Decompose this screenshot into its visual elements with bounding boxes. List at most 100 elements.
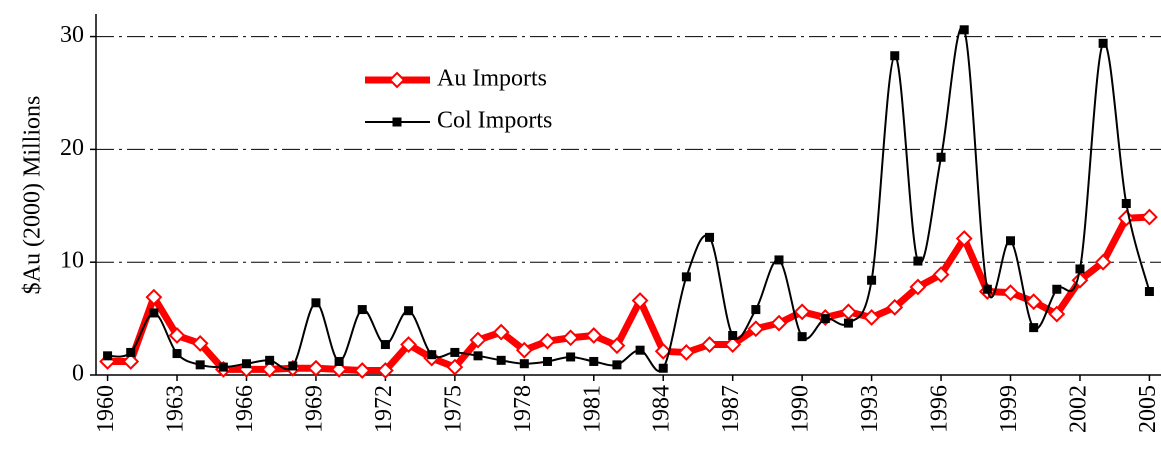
point xyxy=(376,362,394,379)
point xyxy=(840,303,857,321)
x-tick-label: 1960 xyxy=(93,385,119,433)
point xyxy=(539,332,556,350)
point xyxy=(724,336,742,353)
point xyxy=(751,305,761,315)
point xyxy=(380,340,390,350)
y-tick-label: 0 xyxy=(72,361,84,387)
point xyxy=(265,355,275,365)
series-line xyxy=(107,26,1151,372)
point xyxy=(404,306,414,316)
point xyxy=(1048,305,1066,323)
point xyxy=(913,256,923,266)
point xyxy=(353,362,371,379)
point xyxy=(936,152,946,162)
point xyxy=(238,360,255,378)
point xyxy=(1141,208,1158,226)
point xyxy=(959,25,969,35)
point xyxy=(843,318,853,328)
point xyxy=(886,298,904,316)
x-tick-label: 1987 xyxy=(718,385,744,433)
point xyxy=(1098,38,1108,48)
point xyxy=(677,344,695,361)
point xyxy=(450,347,460,357)
point xyxy=(307,359,325,377)
point xyxy=(400,336,417,353)
point xyxy=(589,356,599,366)
point xyxy=(99,353,116,370)
point xyxy=(446,358,464,376)
point xyxy=(261,360,279,378)
point xyxy=(473,351,483,361)
point xyxy=(774,255,784,265)
point xyxy=(241,359,251,369)
legend-label: Col Imports xyxy=(437,108,552,134)
point xyxy=(103,351,113,361)
point xyxy=(288,361,298,371)
point xyxy=(496,355,506,365)
x-tick-label: 1984 xyxy=(649,385,675,433)
point xyxy=(631,292,649,309)
point xyxy=(145,288,163,306)
point xyxy=(334,356,344,366)
point xyxy=(658,363,668,373)
x-tick-label: 1978 xyxy=(510,385,536,433)
series-line xyxy=(107,213,1150,374)
point xyxy=(1075,264,1085,274)
point xyxy=(122,353,140,370)
point xyxy=(863,309,881,326)
x-tick-label: 1993 xyxy=(857,385,883,433)
point xyxy=(515,341,533,359)
point xyxy=(1002,284,1019,302)
x-tick-label: 1996 xyxy=(927,385,953,433)
point xyxy=(932,266,950,284)
point xyxy=(330,360,348,378)
point xyxy=(909,278,927,296)
x-tick-label: 1990 xyxy=(788,385,814,433)
y-tick-label: 10 xyxy=(60,248,84,274)
legend-marker xyxy=(392,117,402,127)
x-tick-label: 1969 xyxy=(301,385,327,433)
point xyxy=(701,336,718,353)
point xyxy=(681,272,691,282)
point xyxy=(1094,253,1112,271)
point xyxy=(149,308,159,318)
point xyxy=(218,362,228,372)
point xyxy=(542,356,552,366)
point xyxy=(770,314,788,332)
point xyxy=(635,345,645,355)
point xyxy=(1121,199,1131,209)
point xyxy=(566,352,576,362)
point xyxy=(1006,236,1016,246)
point xyxy=(747,320,765,338)
point xyxy=(195,360,205,370)
y-tick-label: 20 xyxy=(60,135,84,161)
point xyxy=(612,360,622,370)
point xyxy=(820,314,830,324)
point xyxy=(654,342,672,360)
legend-label: Au Imports xyxy=(437,66,547,92)
point xyxy=(427,350,437,360)
x-tick-label: 2005 xyxy=(1135,385,1161,433)
point xyxy=(357,305,367,315)
point xyxy=(311,298,321,308)
x-tick-label: 1966 xyxy=(232,385,258,433)
point xyxy=(728,331,738,341)
point xyxy=(797,332,807,342)
point xyxy=(1025,293,1043,311)
point xyxy=(168,327,186,344)
point xyxy=(890,51,900,61)
legend-marker xyxy=(388,71,406,89)
point xyxy=(867,275,877,285)
x-tick-label: 1981 xyxy=(579,385,605,433)
point xyxy=(955,230,973,247)
x-tick-label: 1972 xyxy=(371,385,397,433)
point xyxy=(126,347,136,357)
point xyxy=(982,284,992,294)
x-tick-label: 1999 xyxy=(996,385,1022,433)
point xyxy=(519,359,529,369)
x-tick-label: 1975 xyxy=(440,385,466,433)
point xyxy=(793,303,811,321)
x-tick-label: 1963 xyxy=(163,385,189,433)
point xyxy=(585,327,603,344)
